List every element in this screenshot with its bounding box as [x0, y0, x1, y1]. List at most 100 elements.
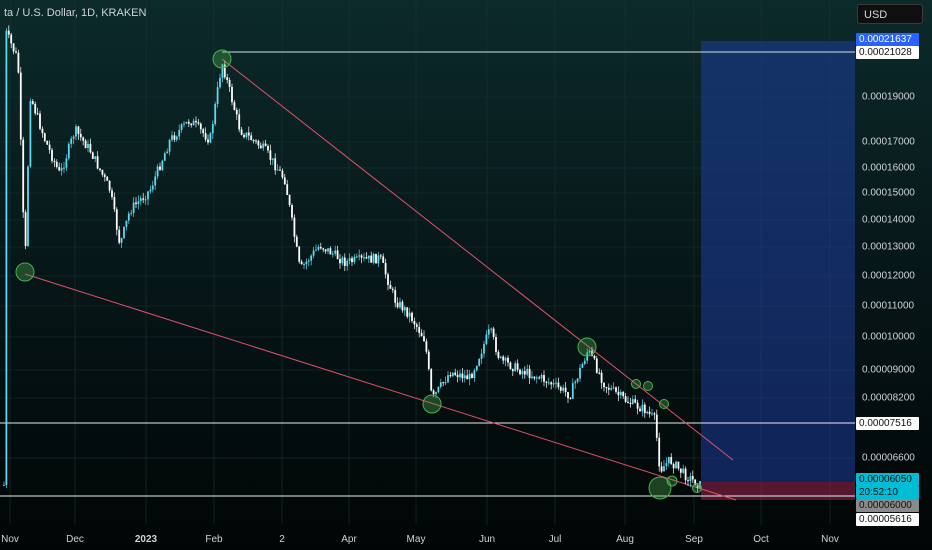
candle-body [197, 122, 200, 124]
candle-body [418, 326, 421, 333]
candle-body [12, 43, 15, 52]
lower-trendline [24, 273, 737, 501]
candle-body [195, 120, 197, 123]
candle-body [550, 382, 553, 385]
candle-body [387, 274, 389, 285]
time-label: 2023 [134, 534, 158, 545]
candle-body [221, 64, 224, 78]
candle-body [60, 167, 63, 171]
candle-body [51, 149, 53, 161]
candle-body [41, 128, 44, 134]
candle-body [406, 307, 409, 317]
candle-body [233, 102, 236, 110]
candle-body [7, 30, 10, 35]
pivot-circle [692, 483, 702, 493]
candle-body [624, 396, 627, 402]
candle-body [423, 336, 425, 342]
candle-body [507, 357, 509, 363]
candle-body [483, 344, 485, 354]
candle-body [432, 390, 435, 395]
time-label: Oct [753, 534, 769, 545]
candle-body [298, 246, 301, 262]
candle-body [497, 352, 500, 358]
candle-body [17, 52, 20, 73]
candle-body [487, 329, 490, 335]
candle-body [612, 387, 615, 389]
candle-body [677, 461, 680, 469]
candle-body [504, 357, 507, 361]
stop-loss-price-label: 0.00005616 [856, 513, 919, 526]
candle-body [238, 114, 241, 130]
candle-body [159, 166, 161, 170]
candle-body [43, 133, 46, 141]
candle-body [123, 226, 125, 238]
candle-body [401, 301, 404, 311]
candle-body [82, 137, 85, 141]
currency-button[interactable]: USD [857, 4, 923, 24]
candle-body [180, 124, 183, 130]
candle-body [502, 356, 505, 361]
candle-body [648, 411, 651, 414]
candle-body [67, 143, 70, 159]
candle-body [403, 307, 406, 311]
candle-body [516, 363, 519, 370]
stop-zone [701, 482, 855, 500]
candle-body [103, 174, 106, 177]
candle-body [523, 371, 526, 375]
candle-body [137, 201, 140, 204]
pivot-circle [643, 381, 653, 391]
candle-body [591, 350, 593, 356]
candle-body [459, 373, 461, 378]
candle-body [571, 383, 574, 399]
symbol-title: ta / U.S. Dollar, 1D, KRAKEN [4, 7, 147, 19]
candle-body [372, 253, 375, 263]
candle-body [226, 77, 229, 81]
upper-trendline [221, 58, 734, 461]
candle-body [274, 158, 277, 171]
candle-body [111, 190, 113, 198]
candle-body [389, 284, 392, 289]
candle-body [655, 414, 658, 438]
candle-body [319, 246, 322, 249]
candle-body [199, 123, 202, 130]
candle-body [96, 156, 99, 169]
candle-body [125, 220, 128, 227]
time-label: Feb [205, 534, 223, 545]
candle-body [593, 355, 596, 359]
candle-body [377, 255, 380, 264]
candle-body [603, 382, 605, 388]
candle-body [622, 391, 625, 397]
candle-body [540, 375, 543, 379]
candle-body [576, 378, 579, 382]
candle-body [610, 388, 613, 390]
candle-body [115, 209, 118, 230]
candle-body [360, 255, 363, 258]
candle-body [667, 456, 670, 464]
candle-body [663, 466, 665, 472]
pivot-markers [15, 49, 702, 500]
time-label: May [406, 534, 426, 545]
candle-body [29, 101, 32, 167]
candle-body [567, 392, 569, 399]
candle-body [562, 387, 565, 391]
candle-body [521, 371, 524, 375]
candle-body [660, 466, 663, 472]
candle-body [310, 255, 313, 261]
price-label: 0.00011000 [862, 300, 915, 312]
candle-body [108, 180, 111, 191]
candle-body [65, 158, 68, 168]
candle-body [471, 373, 473, 379]
candle-body [343, 257, 346, 266]
candle-body [250, 135, 253, 141]
candle-body [651, 413, 653, 415]
candle-body [461, 373, 464, 379]
candle-body [5, 30, 8, 485]
time-label: 2 [279, 534, 285, 545]
candle-body [79, 133, 82, 138]
candle-body [63, 167, 65, 169]
candle-body [307, 260, 310, 262]
candle-body [22, 139, 25, 213]
candle-body [207, 139, 209, 143]
